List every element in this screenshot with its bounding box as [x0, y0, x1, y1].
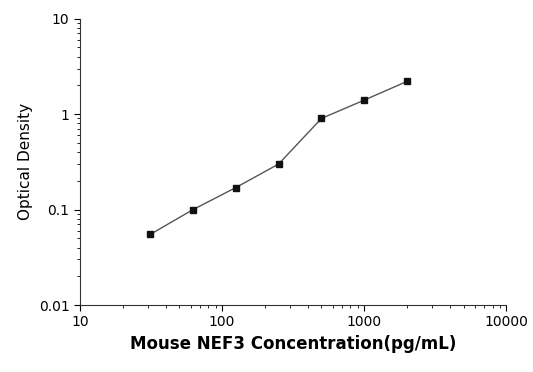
X-axis label: Mouse NEF3 Concentration(pg/mL): Mouse NEF3 Concentration(pg/mL)	[130, 335, 456, 353]
Y-axis label: Optical Density: Optical Density	[18, 103, 33, 220]
